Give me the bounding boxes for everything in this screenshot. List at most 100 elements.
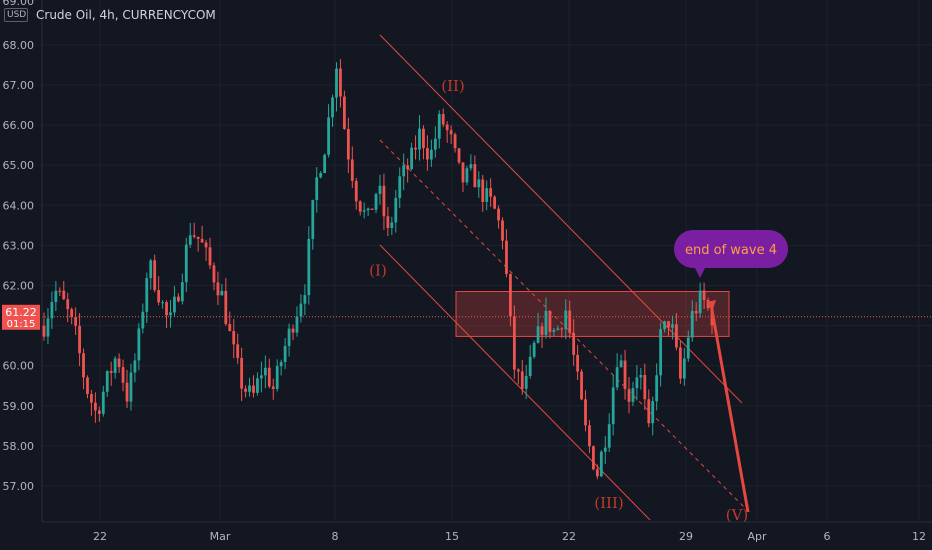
candle-body [619,360,623,368]
channel-lower-line[interactable] [379,244,651,521]
candle [536,312,540,344]
candle [78,313,81,366]
candle [287,323,291,357]
time-axis[interactable]: 22 Mar 8 15 22 29 Apr 6 12 [42,521,932,543]
candle-body [465,168,469,183]
candle-body [180,282,184,302]
candle-body [678,347,682,379]
candle [516,368,520,385]
candle-body [516,369,520,372]
candle-body [267,367,271,387]
candle-body [200,238,204,243]
candle-body [50,302,54,319]
candle [667,320,670,336]
candle [323,153,327,174]
candle [682,347,686,386]
candle-body [402,165,406,177]
candle-body [184,244,188,283]
candle-body [378,185,382,194]
channel-mid-line[interactable] [379,139,746,509]
candle [429,139,433,168]
price-tick-label: 60.00 [3,360,35,373]
candle [93,392,97,423]
candle-body [655,375,659,402]
resistance-zone[interactable] [455,291,730,337]
time-tick-label: 12 [912,530,926,543]
candle-body [335,68,338,98]
candle [635,365,639,401]
candle-body [263,367,267,376]
candle [184,237,188,292]
candle [501,217,504,250]
price-tick-label: 57.00 [3,480,35,493]
candle [698,282,702,318]
candle [623,349,627,400]
candle-body [611,387,615,425]
candle-body [93,402,97,411]
price-axis[interactable]: 57.0058.0059.0060.0061.0062.0063.0064.00… [3,0,43,522]
candle-body [588,425,591,447]
candle [224,278,228,326]
candle [509,273,512,327]
candle-body [564,310,568,330]
candle-body [141,311,145,329]
candle-body [473,164,477,188]
chart-header: USD Crude Oil, 4h, CURRENCYCOM [4,4,216,26]
candle [169,299,172,328]
candle-body [623,360,627,390]
candle-body [469,164,473,169]
candle [291,324,295,341]
candle-body [149,260,153,279]
symbol-title[interactable]: Crude Oil, 4h, CURRENCYCOM [36,8,216,22]
candle-body [70,309,74,318]
candles [42,59,714,480]
candle [70,307,74,325]
candle [82,348,85,390]
currency-badge[interactable]: USD [4,8,28,22]
candle [418,115,421,161]
candle [204,239,208,261]
candle-body [671,324,674,328]
candle [524,364,528,399]
candle-body [350,159,354,181]
candle-body [560,328,564,330]
candle-body [105,371,109,392]
time-tick-label: 29 [679,530,693,543]
channel-upper-line[interactable] [379,34,743,404]
candle-body [307,238,311,296]
candle-body [639,375,643,378]
candle [643,363,647,410]
candle-body [129,372,133,402]
candle-body [489,188,493,197]
candle [188,222,192,248]
candle [465,165,469,186]
candle [145,272,149,323]
price-tag-countdown: 01:15 [7,319,36,330]
candle-body [627,389,631,402]
wave-4-callout[interactable]: end of wave 4 [674,230,788,278]
candle [568,300,572,339]
candle-body [319,173,323,178]
candle-body [429,149,433,160]
candle-body [169,312,172,316]
candle-body [275,366,279,389]
candle-body [390,222,394,228]
candle [532,340,536,359]
candle [512,305,516,379]
candle [497,205,500,229]
candle-body [536,326,540,343]
price-tick-label: 63.00 [3,239,35,252]
candle [267,358,271,389]
candle [552,327,556,337]
candle-body [445,124,449,131]
candle-body [165,302,168,316]
projection-arrow[interactable] [710,309,750,513]
candle [659,322,663,387]
candle [149,258,153,290]
candle-body [461,162,465,183]
candle-body [595,469,599,477]
candle [256,372,259,396]
candle-body [382,185,386,217]
